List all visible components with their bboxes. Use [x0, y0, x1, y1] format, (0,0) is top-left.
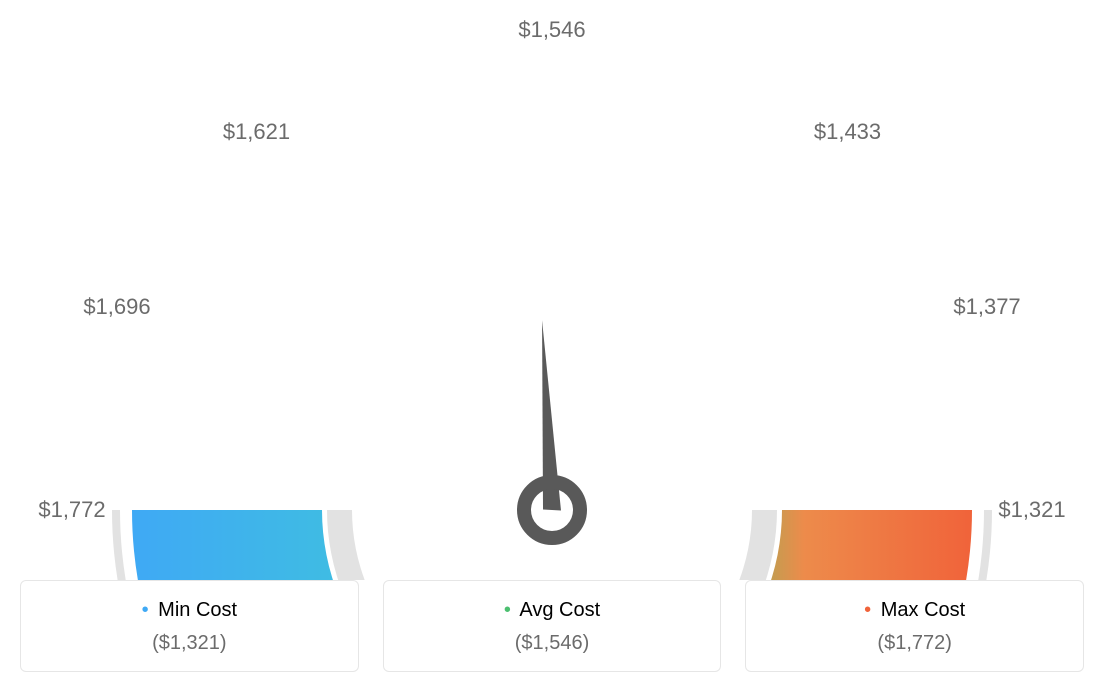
avg-cost-title: • Avg Cost — [396, 599, 709, 622]
min-cost-value: ($1,321) — [33, 632, 346, 655]
avg-cost-card: • Avg Cost ($1,546) — [383, 580, 722, 672]
min-cost-title: • Min Cost — [33, 599, 346, 622]
avg-cost-value: ($1,546) — [396, 632, 709, 655]
svg-text:$1,772: $1,772 — [38, 497, 105, 522]
svg-text:$1,696: $1,696 — [83, 294, 150, 319]
min-cost-card: • Min Cost ($1,321) — [20, 580, 359, 672]
avg-cost-label: Avg Cost — [519, 599, 600, 621]
svg-text:$1,546: $1,546 — [518, 20, 585, 42]
avg-dot-icon: • — [504, 599, 511, 621]
max-cost-card: • Max Cost ($1,772) — [745, 580, 1084, 672]
cost-gauge: $1,321 $1,377 $1,433 $1,546 $1,621 $1,696 $1,7… — [20, 20, 1084, 580]
min-cost-label: Min Cost — [158, 599, 237, 621]
max-cost-title: • Max Cost — [758, 599, 1071, 622]
min-dot-icon: • — [142, 599, 149, 621]
svg-text:$1,433: $1,433 — [814, 119, 881, 144]
max-cost-label: Max Cost — [881, 599, 965, 621]
max-dot-icon: • — [864, 599, 871, 621]
svg-text:$1,377: $1,377 — [953, 294, 1020, 319]
svg-text:$1,321: $1,321 — [998, 497, 1065, 522]
svg-text:$1,621: $1,621 — [223, 119, 290, 144]
legend-cards: • Min Cost ($1,321) • Avg Cost ($1,546) … — [20, 580, 1084, 672]
max-cost-value: ($1,772) — [758, 632, 1071, 655]
